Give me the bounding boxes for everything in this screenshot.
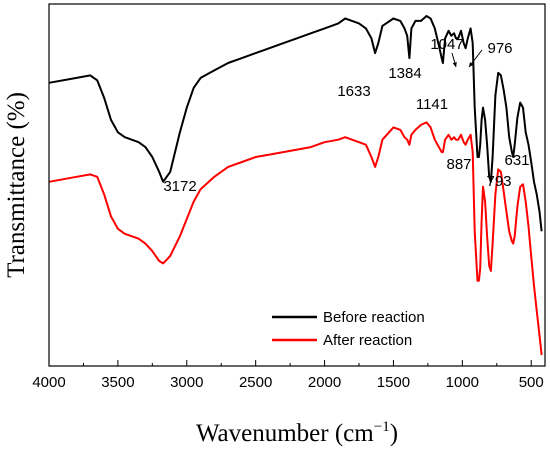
x-tick-label: 500 (519, 374, 544, 391)
peak-label: 1141 (416, 96, 448, 113)
peak-label: 631 (504, 152, 529, 169)
legend-label-before: Before reaction (323, 309, 425, 326)
x-axis-title-end: ) (390, 420, 398, 447)
peak-label: 1047 (430, 36, 463, 53)
x-axis-title-sup: −1 (374, 419, 390, 435)
series-line-before (48, 15, 543, 232)
peak-annotations: 3172 1633 1384 1047 976 1141 887 793 631 (163, 36, 529, 195)
x-tick-label: 2500 (239, 374, 272, 391)
arrow-1047-head (452, 62, 457, 67)
plot-frame (48, 3, 546, 367)
x-axis-ticks: 4000 3500 3000 2500 2000 1500 1000 500 (32, 360, 544, 391)
peak-label: 3172 (163, 178, 196, 195)
series-line-after (48, 121, 543, 356)
x-tick-label: 2000 (308, 374, 341, 391)
x-tick-label: 1500 (377, 374, 410, 391)
plot-lines (48, 15, 543, 356)
peak-label: 793 (486, 173, 511, 190)
peak-label: 1633 (337, 83, 370, 100)
peak-label: 1384 (388, 65, 421, 82)
legend: Before reaction After reaction (272, 309, 425, 349)
x-tick-label: 3500 (101, 374, 134, 391)
x-tick-label: 3000 (170, 374, 203, 391)
arrow-976-head (469, 62, 474, 67)
peak-label: 887 (446, 156, 471, 173)
x-tick-label: 1000 (446, 374, 479, 391)
peak-label: 976 (487, 40, 512, 57)
legend-label-after: After reaction (323, 332, 412, 349)
x-tick-label: 4000 (32, 374, 65, 391)
x-axis-title-main: Wavenumber (cm (196, 420, 374, 447)
y-axis-title: Transmittance (%) (3, 92, 30, 278)
x-axis-title: Wavenumber (cm−1) (196, 419, 398, 447)
